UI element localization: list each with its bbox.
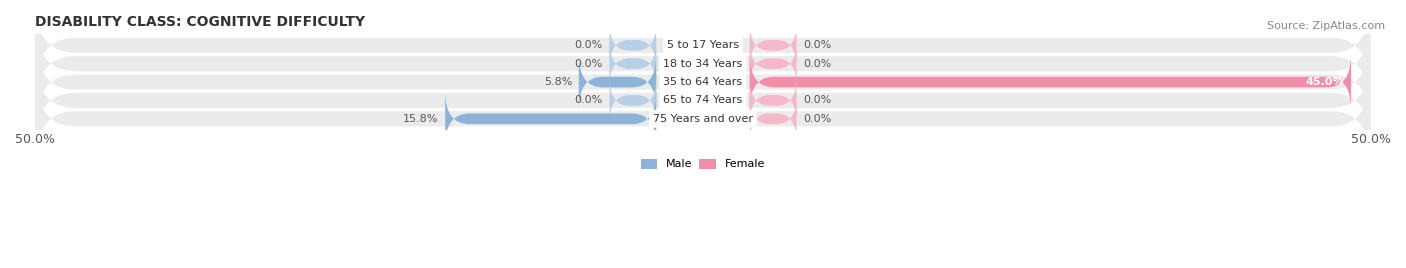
Text: 0.0%: 0.0% (575, 40, 603, 50)
FancyBboxPatch shape (35, 71, 1371, 166)
FancyBboxPatch shape (749, 54, 1351, 110)
Text: 0.0%: 0.0% (803, 40, 831, 50)
Text: 75 Years and over: 75 Years and over (652, 114, 754, 124)
Text: 65 to 74 Years: 65 to 74 Years (664, 95, 742, 105)
Text: 5 to 17 Years: 5 to 17 Years (666, 40, 740, 50)
Text: 15.8%: 15.8% (404, 114, 439, 124)
FancyBboxPatch shape (35, 0, 1371, 93)
FancyBboxPatch shape (749, 23, 797, 68)
Text: DISABILITY CLASS: COGNITIVE DIFFICULTY: DISABILITY CLASS: COGNITIVE DIFFICULTY (35, 15, 366, 29)
Text: 35 to 64 Years: 35 to 64 Years (664, 77, 742, 87)
FancyBboxPatch shape (579, 54, 657, 110)
Text: 45.0%: 45.0% (1306, 77, 1344, 87)
Text: 0.0%: 0.0% (803, 114, 831, 124)
Text: 0.0%: 0.0% (575, 59, 603, 69)
Text: 0.0%: 0.0% (803, 59, 831, 69)
FancyBboxPatch shape (35, 35, 1371, 130)
FancyBboxPatch shape (749, 96, 797, 141)
FancyBboxPatch shape (749, 42, 797, 86)
FancyBboxPatch shape (609, 23, 657, 68)
Text: 5.8%: 5.8% (544, 77, 572, 87)
FancyBboxPatch shape (749, 78, 797, 123)
Text: 0.0%: 0.0% (803, 95, 831, 105)
FancyBboxPatch shape (609, 78, 657, 123)
FancyBboxPatch shape (35, 16, 1371, 111)
Text: 0.0%: 0.0% (575, 95, 603, 105)
FancyBboxPatch shape (35, 53, 1371, 148)
Text: 18 to 34 Years: 18 to 34 Years (664, 59, 742, 69)
FancyBboxPatch shape (446, 91, 657, 147)
Text: Source: ZipAtlas.com: Source: ZipAtlas.com (1267, 21, 1385, 31)
Legend: Male, Female: Male, Female (637, 154, 769, 174)
FancyBboxPatch shape (609, 42, 657, 86)
